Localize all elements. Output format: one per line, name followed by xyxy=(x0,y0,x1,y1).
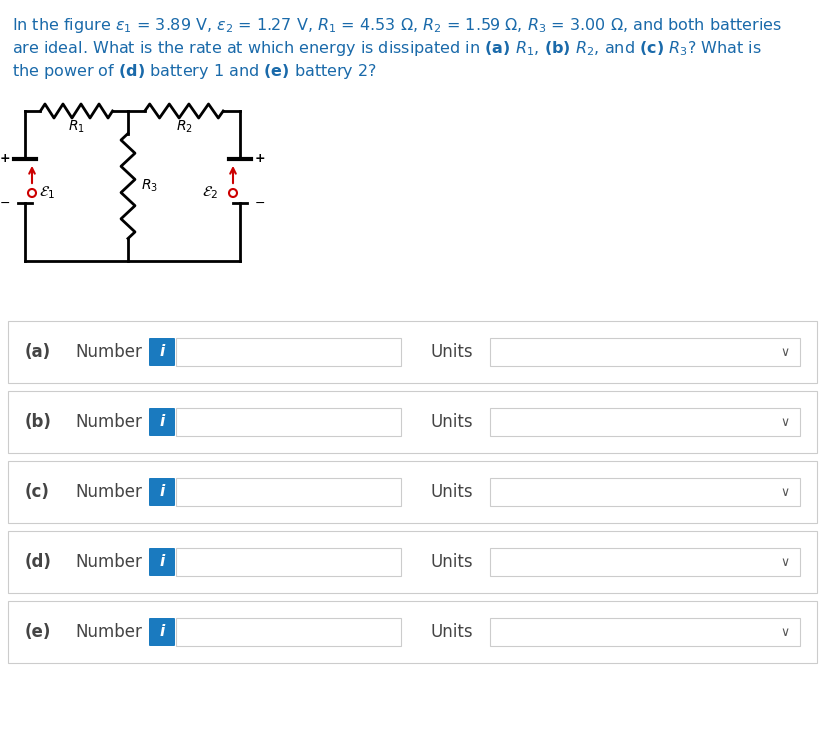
FancyBboxPatch shape xyxy=(8,391,817,453)
Text: Number: Number xyxy=(75,553,142,571)
Bar xyxy=(176,618,401,646)
Text: i: i xyxy=(159,625,165,639)
Text: (e): (e) xyxy=(25,623,51,641)
Text: Units: Units xyxy=(430,343,473,361)
FancyBboxPatch shape xyxy=(8,321,817,383)
Bar xyxy=(490,478,800,506)
Text: Number: Number xyxy=(75,623,142,641)
Text: −: − xyxy=(0,196,10,210)
FancyBboxPatch shape xyxy=(149,338,175,366)
Text: Number: Number xyxy=(75,483,142,501)
Text: ∨: ∨ xyxy=(780,416,790,428)
Text: ∨: ∨ xyxy=(780,485,790,499)
Text: $R_3$: $R_3$ xyxy=(141,178,158,194)
FancyBboxPatch shape xyxy=(149,618,175,646)
Text: are ideal. What is the rate at which energy is dissipated in $\mathbf{(a)}$ $R_1: are ideal. What is the rate at which ene… xyxy=(12,39,761,58)
Text: i: i xyxy=(159,414,165,430)
Text: +: + xyxy=(0,153,10,165)
Text: $R_2$: $R_2$ xyxy=(176,119,192,136)
Text: Units: Units xyxy=(430,413,473,431)
Bar xyxy=(176,478,401,506)
Bar xyxy=(490,338,800,366)
Text: i: i xyxy=(159,345,165,359)
Text: Number: Number xyxy=(75,413,142,431)
Text: ∨: ∨ xyxy=(780,556,790,568)
Text: +: + xyxy=(255,153,266,165)
Text: Units: Units xyxy=(430,623,473,641)
Text: In the figure $\varepsilon_1$ = 3.89 V, $\varepsilon_2$ = 1.27 V, $R_1$ = 4.53 Ω: In the figure $\varepsilon_1$ = 3.89 V, … xyxy=(12,16,782,35)
FancyBboxPatch shape xyxy=(8,461,817,523)
Bar xyxy=(490,618,800,646)
Bar xyxy=(490,408,800,436)
Bar xyxy=(176,548,401,576)
Text: $\mathcal{E}_1$: $\mathcal{E}_1$ xyxy=(39,185,55,202)
Text: (a): (a) xyxy=(25,343,51,361)
FancyBboxPatch shape xyxy=(149,408,175,436)
Bar xyxy=(490,548,800,576)
Text: Units: Units xyxy=(430,553,473,571)
Text: $R_1$: $R_1$ xyxy=(68,119,85,136)
Text: $\mathcal{E}_2$: $\mathcal{E}_2$ xyxy=(202,185,219,202)
Text: −: − xyxy=(255,196,266,210)
Text: (d): (d) xyxy=(25,553,52,571)
Bar xyxy=(176,338,401,366)
Text: ∨: ∨ xyxy=(780,345,790,359)
FancyBboxPatch shape xyxy=(149,478,175,506)
Text: i: i xyxy=(159,554,165,570)
Bar xyxy=(176,408,401,436)
FancyBboxPatch shape xyxy=(149,548,175,576)
Text: Number: Number xyxy=(75,343,142,361)
Text: (c): (c) xyxy=(25,483,50,501)
Text: the power of $\mathbf{(d)}$ battery 1 and $\mathbf{(e)}$ battery 2?: the power of $\mathbf{(d)}$ battery 1 an… xyxy=(12,62,377,81)
Text: (b): (b) xyxy=(25,413,52,431)
Text: i: i xyxy=(159,485,165,499)
FancyBboxPatch shape xyxy=(8,531,817,593)
FancyBboxPatch shape xyxy=(8,601,817,663)
Text: Units: Units xyxy=(430,483,473,501)
Text: ∨: ∨ xyxy=(780,625,790,639)
